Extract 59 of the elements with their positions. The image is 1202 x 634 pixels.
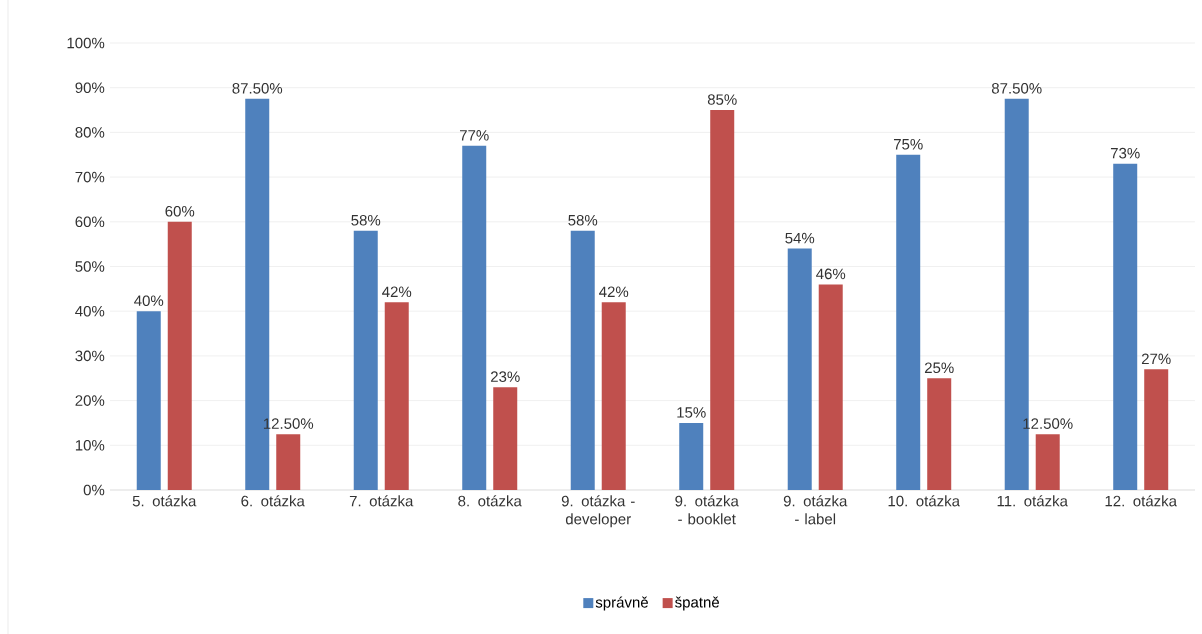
bar <box>1144 369 1169 490</box>
x-tick-label: 8. otázka <box>458 495 522 507</box>
data-label: 87.50% <box>232 83 283 94</box>
bar <box>710 110 735 490</box>
legend-label: správně <box>595 596 648 611</box>
y-tick-label: 80% <box>75 127 105 138</box>
bar <box>927 378 952 490</box>
bar <box>276 434 301 490</box>
data-label: 85% <box>707 94 737 105</box>
bar <box>462 145 487 490</box>
data-label: 73% <box>1110 147 1140 159</box>
y-tick-label: 40% <box>75 305 105 317</box>
y-tick-label: 70% <box>75 171 105 183</box>
y-tick-label: 100% <box>67 37 105 49</box>
data-label: 42% <box>599 286 629 298</box>
data-label: 42% <box>382 286 412 298</box>
data-label: 23% <box>490 371 520 382</box>
data-label: 60% <box>165 205 195 217</box>
data-label: 46% <box>816 268 846 280</box>
x-tick-label: 7. otázka <box>349 495 414 507</box>
data-label: 27% <box>1141 353 1171 365</box>
data-label: 77% <box>459 130 489 141</box>
bar <box>601 302 626 490</box>
y-tick-label: 30% <box>75 350 105 362</box>
bar <box>787 248 812 490</box>
x-tick-label: 12. otázka <box>1105 495 1177 507</box>
x-tick-label: 5. otázka <box>132 495 197 507</box>
data-label: 15% <box>677 407 706 418</box>
y-tick-label: 90% <box>75 82 105 93</box>
y-tick-label: 0% <box>83 484 105 496</box>
data-label: 58% <box>568 214 598 226</box>
y-tick-label: 50% <box>75 261 105 272</box>
x-tick-label: 9. otázka - label <box>783 495 848 525</box>
y-tick-label: 10% <box>75 439 105 451</box>
x-tick-label: 9. otázka - developer <box>561 495 635 528</box>
y-tick-label: 20% <box>75 395 105 406</box>
data-label: 40% <box>134 295 164 306</box>
x-tick-label: 9. otázka - booklet <box>675 495 739 525</box>
legend-label: špatně <box>675 596 719 611</box>
x-tick-label: 10. otázka <box>888 495 960 507</box>
data-label: 87.50% <box>991 83 1042 94</box>
bar <box>384 302 409 490</box>
data-label: 54% <box>785 232 815 244</box>
bar <box>679 422 704 490</box>
x-tick-label: 11. otázka <box>997 495 1068 507</box>
data-label: 25% <box>924 362 954 374</box>
bar <box>136 311 161 490</box>
bar <box>896 154 921 490</box>
bar <box>1113 163 1138 490</box>
bar <box>1035 434 1060 490</box>
bar <box>167 221 192 490</box>
bar <box>818 284 843 490</box>
data-label: 75% <box>893 138 923 150</box>
x-tick-label: 6. otázka <box>241 495 305 507</box>
bar <box>570 230 595 490</box>
data-label: 58% <box>351 214 381 226</box>
bar <box>493 387 518 490</box>
y-tick-label: 60% <box>75 216 105 228</box>
bar <box>353 230 378 490</box>
